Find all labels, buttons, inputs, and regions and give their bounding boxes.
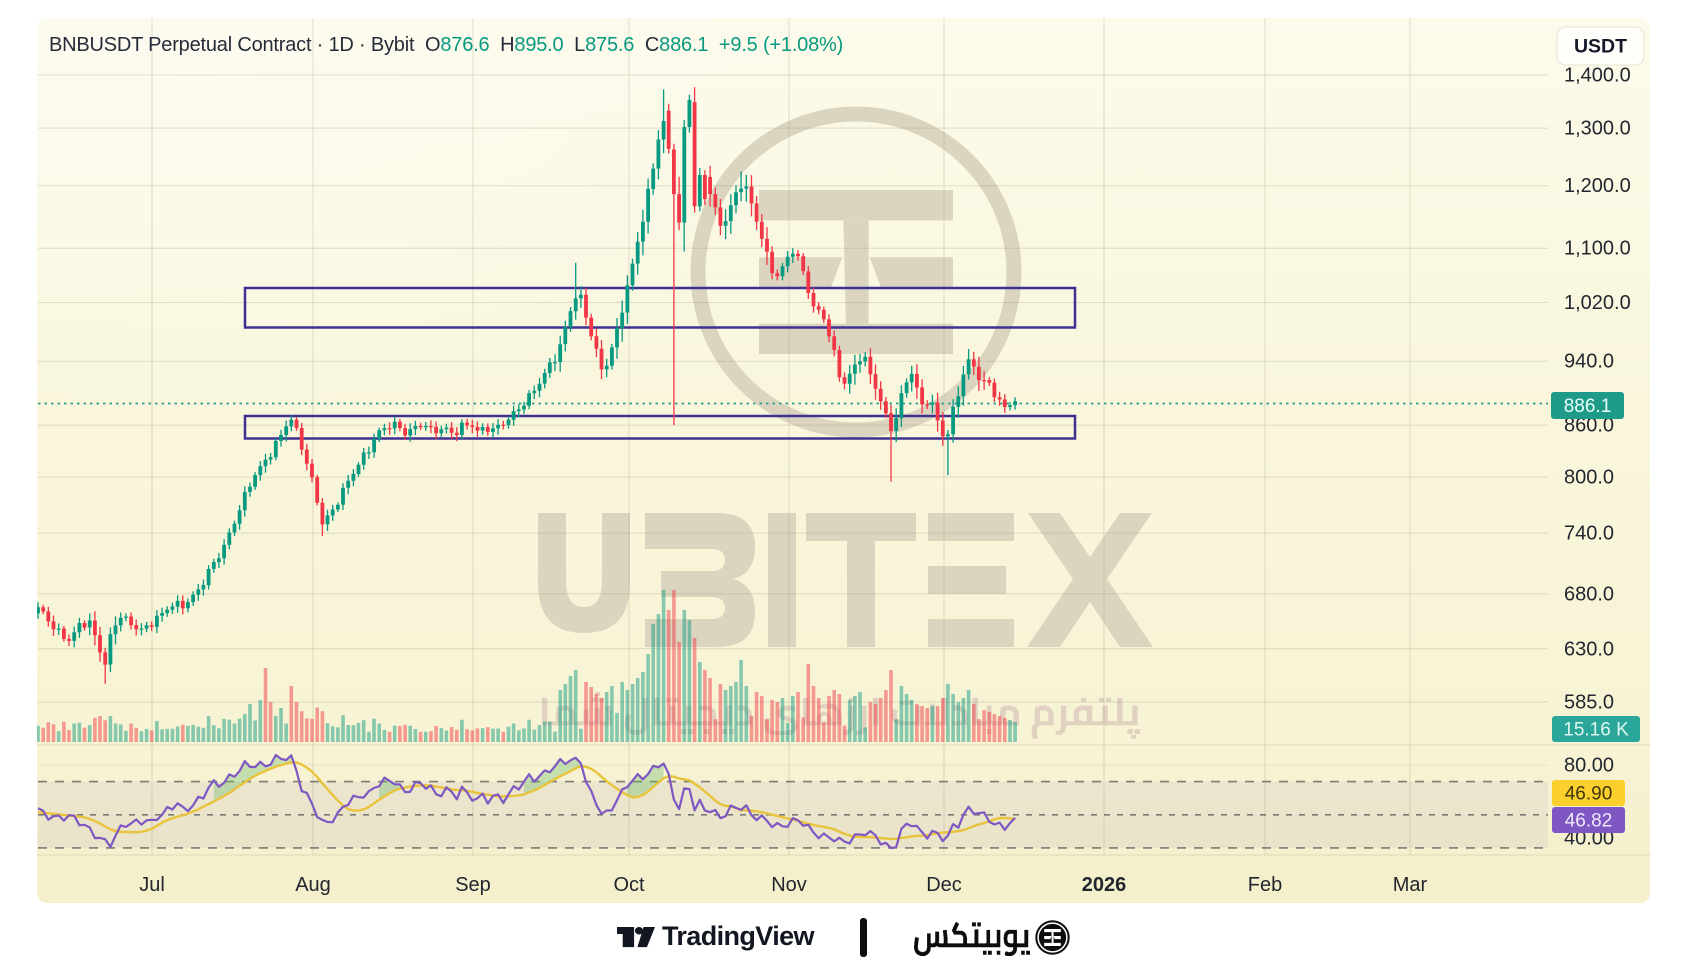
svg-text:1,400.0: 1,400.0 (1564, 64, 1631, 86)
svg-text:2026: 2026 (1082, 874, 1127, 896)
svg-text:940.0: 940.0 (1564, 351, 1614, 373)
svg-text:Feb: Feb (1248, 874, 1282, 896)
svg-text:Aug: Aug (295, 874, 331, 896)
svg-text:Oct: Oct (613, 874, 645, 896)
svg-text:630.0: 630.0 (1564, 638, 1614, 660)
svg-text:BNBUSDT Perpetual Contract · 1: BNBUSDT Perpetual Contract · 1D · Bybit … (49, 34, 843, 56)
svg-text:860.0: 860.0 (1564, 415, 1614, 437)
svg-text:15.16 K: 15.16 K (1563, 720, 1629, 741)
svg-text:1,300.0: 1,300.0 (1564, 118, 1631, 140)
svg-text:Dec: Dec (926, 874, 962, 896)
svg-text:Jul: Jul (139, 874, 165, 896)
svg-text:680.0: 680.0 (1564, 583, 1614, 605)
svg-text:80.00: 80.00 (1564, 755, 1614, 777)
svg-text:740.0: 740.0 (1564, 523, 1614, 545)
svg-text:46.90: 46.90 (1565, 784, 1613, 805)
svg-text:Mar: Mar (1393, 874, 1428, 896)
svg-text:800.0: 800.0 (1564, 467, 1614, 489)
svg-text:Nov: Nov (771, 874, 807, 896)
svg-text:1,020.0: 1,020.0 (1564, 292, 1631, 314)
svg-text:1,200.0: 1,200.0 (1564, 175, 1631, 197)
svg-text:Sep: Sep (455, 874, 491, 896)
svg-text:1,100.0: 1,100.0 (1564, 238, 1631, 260)
svg-text:886.1: 886.1 (1564, 396, 1612, 417)
svg-text:USDT: USDT (1574, 36, 1627, 58)
svg-text:46.82: 46.82 (1565, 811, 1613, 832)
svg-text:585.0: 585.0 (1564, 692, 1614, 714)
